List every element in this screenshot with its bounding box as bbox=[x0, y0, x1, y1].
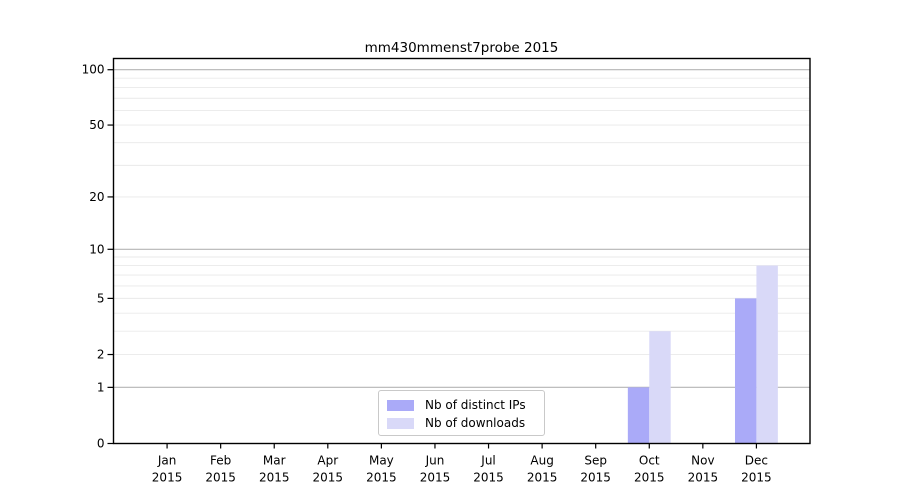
legend: Nb of distinct IPs Nb of downloads bbox=[378, 390, 545, 436]
y-tick-label: 0 bbox=[97, 437, 105, 451]
y-tick-label: 50 bbox=[89, 118, 104, 132]
x-tick-label-year: 2015 bbox=[152, 471, 183, 485]
x-tick-label-year: 2015 bbox=[527, 471, 558, 485]
legend-swatch-distinct-ips bbox=[387, 399, 414, 411]
x-tick-label-year: 2015 bbox=[688, 471, 719, 485]
chart-title: mm430mmenst7probe 2015 bbox=[364, 40, 559, 56]
x-tick-label-month: Jan bbox=[157, 454, 177, 468]
x-tick-label-year: 2015 bbox=[205, 471, 236, 485]
bar-downloads-dec bbox=[756, 265, 778, 444]
x-tick-label-month: Jul bbox=[480, 454, 495, 468]
y-tick-label: 20 bbox=[89, 190, 104, 204]
x-tick-label-month: Mar bbox=[263, 454, 286, 468]
x-tick-label-month: Sep bbox=[584, 454, 607, 468]
bar-downloads-oct bbox=[649, 331, 671, 444]
bar-distinct-ips-oct bbox=[627, 387, 650, 444]
legend-item-distinct-ips: Nb of distinct IPs bbox=[387, 396, 544, 414]
y-tick-label: 100 bbox=[82, 63, 105, 77]
x-tick-label-year: 2015 bbox=[473, 471, 504, 485]
x-tick-label-year: 2015 bbox=[259, 471, 290, 485]
y-tick-label: 1 bbox=[97, 380, 105, 394]
x-tick-label-month: Aug bbox=[530, 454, 553, 468]
x-tick-label-month: Dec bbox=[745, 454, 768, 468]
x-tick-label-month: Jun bbox=[425, 454, 445, 468]
x-tick-label-year: 2015 bbox=[366, 471, 397, 485]
x-tick-label-month: Apr bbox=[317, 454, 338, 468]
plot-border bbox=[112, 57, 811, 445]
x-tick-label-month: Oct bbox=[639, 454, 660, 468]
x-tick-label-year: 2015 bbox=[580, 471, 611, 485]
x-tick-label-month: Feb bbox=[210, 454, 231, 468]
legend-item-downloads: Nb of downloads bbox=[387, 414, 544, 432]
y-tick-label: 5 bbox=[97, 291, 105, 305]
bar-distinct-ips-dec bbox=[734, 298, 757, 444]
legend-label-distinct-ips: Nb of distinct IPs bbox=[425, 398, 526, 412]
legend-swatch-downloads bbox=[387, 417, 414, 429]
x-tick-label-month: Nov bbox=[691, 454, 714, 468]
y-tick-label: 10 bbox=[89, 242, 104, 256]
x-tick-label-year: 2015 bbox=[313, 471, 344, 485]
x-tick-label-year: 2015 bbox=[634, 471, 665, 485]
x-tick-label-year: 2015 bbox=[741, 471, 772, 485]
x-tick-label-month: May bbox=[369, 454, 394, 468]
x-tick-label-year: 2015 bbox=[420, 471, 451, 485]
legend-label-downloads: Nb of downloads bbox=[425, 416, 526, 430]
y-tick-label: 2 bbox=[97, 348, 105, 362]
